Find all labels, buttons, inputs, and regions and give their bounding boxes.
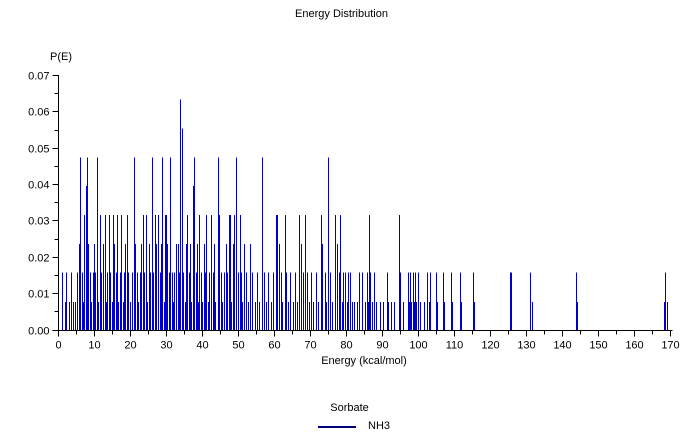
x-tick-label: 130 — [517, 340, 535, 352]
x-tick-label: 90 — [376, 340, 388, 352]
x-tick-label: 140 — [553, 340, 571, 352]
y-tick-label: 0.01 — [28, 289, 49, 301]
y-axis-title: P(E) — [50, 51, 72, 63]
x-tick-label: 70 — [304, 340, 316, 352]
x-tick-label: 10 — [88, 340, 100, 352]
y-tick-label: 0.03 — [28, 216, 49, 228]
x-tick-label: 40 — [196, 340, 208, 352]
y-tick-label: 0.04 — [28, 180, 49, 192]
x-tick-label: 60 — [268, 340, 280, 352]
y-tick-label: 0.07 — [28, 71, 49, 83]
x-tick-label: 120 — [481, 340, 499, 352]
y-tick-label: 0.00 — [28, 326, 49, 338]
y-tick-label: 0.06 — [28, 107, 49, 119]
x-tick-label: 30 — [160, 340, 172, 352]
legend-series-line-icon — [318, 426, 356, 428]
x-tick-label: 150 — [589, 340, 607, 352]
legend-title: Sorbate — [330, 402, 369, 414]
chart-title: Energy Distribution — [295, 8, 388, 20]
x-axis-title: Energy (kcal/mol) — [321, 355, 407, 367]
x-tick-label: 20 — [124, 340, 136, 352]
chart-canvas: 0.00 0.01 0.02 0.03 0.04 0.05 0.06 0.07 0 10 20 30 4… — [28, 71, 680, 352]
x-tick-label: 160 — [625, 340, 643, 352]
legend-series-label: NH3 — [368, 420, 391, 432]
y-tick-label: 0.05 — [28, 144, 49, 156]
x-tick-label: 0 — [55, 340, 61, 352]
x-tick-label: 170 — [661, 340, 679, 352]
y-tick-label: 0.02 — [28, 253, 49, 265]
x-tick-label: 50 — [232, 340, 244, 352]
x-tick-label: 110 — [446, 340, 464, 352]
x-tick-label: 80 — [340, 340, 352, 352]
legend: Sorbate NH3 — [258, 400, 458, 436]
x-tick-label: 100 — [409, 340, 427, 352]
